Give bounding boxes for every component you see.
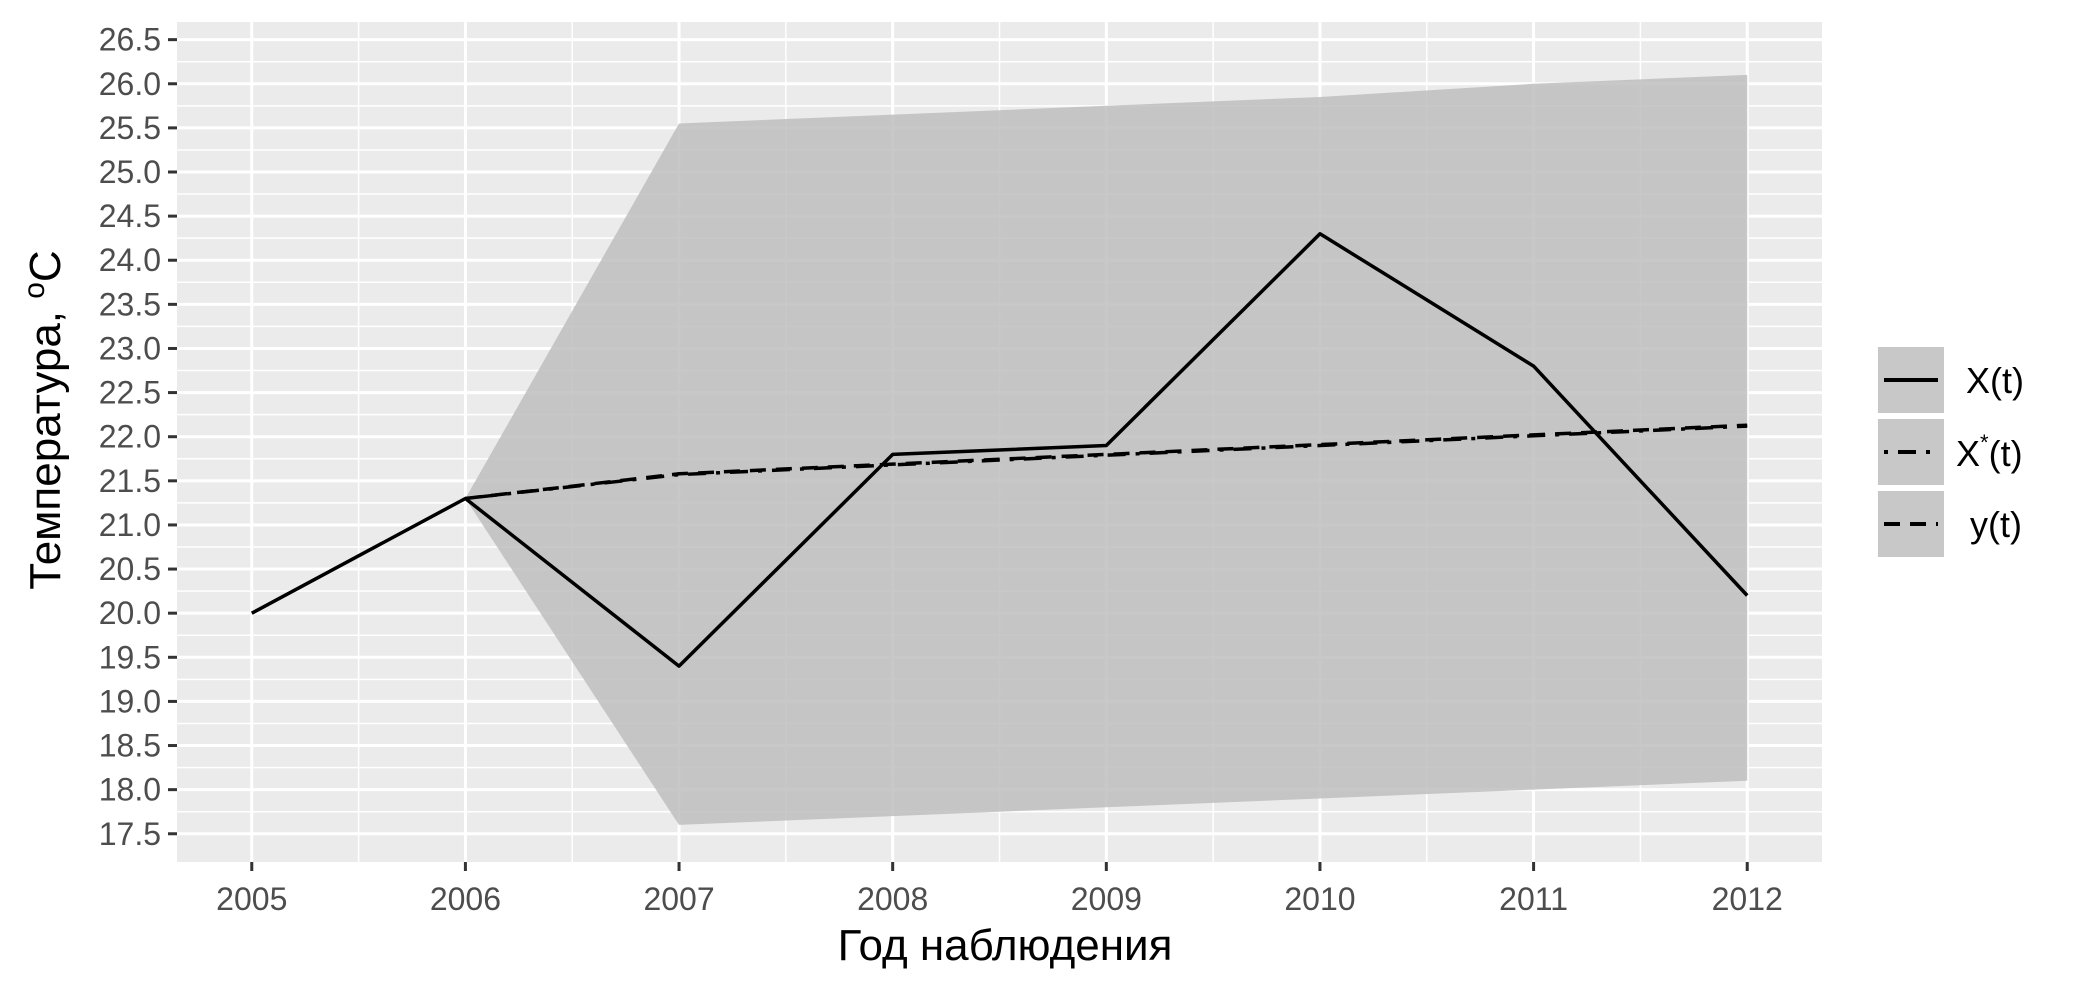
legend-label-x-star-tail: (t) — [1989, 433, 2023, 474]
series-lines — [250, 232, 1749, 668]
legend-label-x-star-sup: * — [1980, 430, 1989, 455]
y-tick-label: 19.0 — [99, 683, 161, 719]
x-tick-label: 2007 — [643, 881, 714, 917]
x-tick-label: 2009 — [1071, 881, 1142, 917]
y-tick-label: 20.0 — [99, 595, 161, 631]
y-tick-label: 21.5 — [99, 463, 161, 499]
y-tick-label: 24.0 — [99, 242, 161, 278]
y-tick-label: 21.0 — [99, 507, 161, 543]
x-axis-title: Год наблюдения — [838, 921, 1173, 970]
y-tick-label: 17.5 — [99, 816, 161, 852]
legend-item-y: y(t) — [1878, 491, 2022, 557]
y-axis-title-unit: C — [21, 250, 70, 282]
y-tick-label: 26.0 — [99, 66, 161, 102]
y-tick-label: 18.5 — [99, 728, 161, 764]
y-axis-title-degree: o — [18, 282, 51, 299]
legend: X(t) X*(t) y(t) — [1878, 347, 2024, 557]
legend-item-x-star: X*(t) — [1878, 419, 2023, 485]
y-axis: 17.5 18.0 18.5 19.0 19.5 20.0 20.5 21.0 21.5 22.0… — [99, 22, 177, 852]
legend-item-x: X(t) — [1878, 347, 2024, 413]
y-tick-label: 22.0 — [99, 419, 161, 455]
x-tick-label: 2010 — [1284, 881, 1355, 917]
x-tick-label: 2006 — [430, 881, 501, 917]
x-axis: 2005 2006 2007 2008 2009 2010 2011 2012 — [216, 862, 1783, 917]
y-axis-title-main: Температура, — [21, 299, 70, 590]
confidence-band — [465, 74, 1748, 825]
y-axis-title: Температура, oC — [18, 250, 70, 589]
x-tick-label: 2012 — [1712, 881, 1783, 917]
y-tick-label: 25.0 — [99, 154, 161, 190]
y-tick-label: 23.5 — [99, 286, 161, 322]
legend-label-x-star: X*(t) — [1956, 430, 2023, 474]
y-tick-label: 20.5 — [99, 551, 161, 587]
x-tick-label: 2008 — [857, 881, 928, 917]
legend-label-x: X(t) — [1966, 360, 2024, 401]
series-x-line — [250, 232, 1749, 668]
y-tick-label: 22.5 — [99, 375, 161, 411]
x-tick-label: 2005 — [216, 881, 287, 917]
y-tick-label: 24.5 — [99, 198, 161, 234]
series-x-star-line — [465, 424, 1748, 501]
legend-label-y: y(t) — [1970, 504, 2022, 545]
y-tick-label: 25.5 — [99, 110, 161, 146]
x-tick-label: 2011 — [1499, 881, 1568, 917]
legend-label-x-star-main: X — [1956, 433, 1980, 474]
y-tick-label: 19.5 — [99, 639, 161, 675]
y-tick-label: 26.5 — [99, 22, 161, 58]
y-tick-label: 18.0 — [99, 772, 161, 808]
y-tick-label: 23.0 — [99, 330, 161, 366]
